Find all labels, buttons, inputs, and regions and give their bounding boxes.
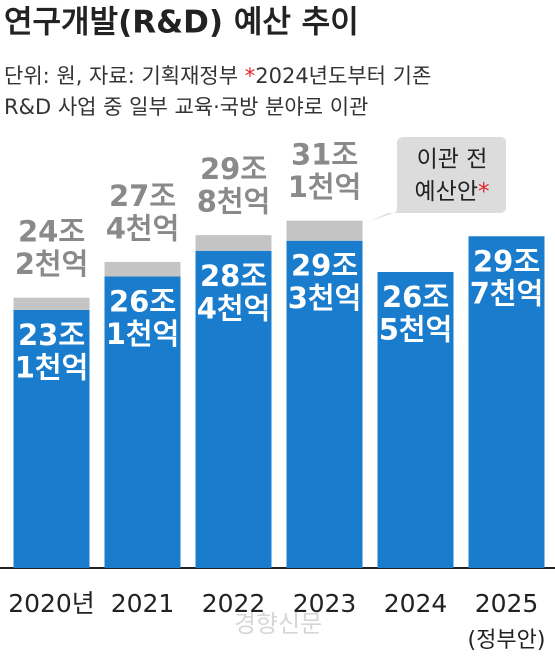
total-label: 29조 8천억 xyxy=(197,152,271,218)
chart-title: 연구개발(R&D) 예산 추이 xyxy=(4,5,359,41)
label-line: 4천억 xyxy=(197,291,271,325)
x-tick-label: 2020년 xyxy=(8,589,95,618)
bar xyxy=(286,220,363,241)
label-line: 29조 xyxy=(291,249,358,283)
label-line: 3천억 xyxy=(288,281,362,315)
callout-text: 예산안* xyxy=(415,179,490,205)
total-label: 24조 2천억 xyxy=(15,215,89,281)
label-line: 8천억 xyxy=(197,185,271,219)
callout-mark: * xyxy=(478,179,490,205)
bar xyxy=(195,235,272,251)
x-tick-label: 2025 xyxy=(475,589,539,618)
value-label: 26조 1천억 xyxy=(106,284,180,350)
label-line: 28조 xyxy=(200,259,267,293)
subtitle-part: 단위: 원, 자료: 기획재정부 xyxy=(4,64,245,88)
label-line: 1천억 xyxy=(106,317,180,351)
callout-box xyxy=(368,137,506,222)
x-tick-label: 2024 xyxy=(384,589,448,618)
bar xyxy=(13,309,90,568)
x-tick-label: 2021 xyxy=(111,589,175,618)
bar xyxy=(286,240,363,568)
note-mark: * xyxy=(245,64,256,88)
bar xyxy=(13,297,90,310)
bar xyxy=(377,271,454,568)
label-line: 5천억 xyxy=(379,312,453,346)
value-label: 23조 1천억 xyxy=(15,318,89,384)
bar xyxy=(104,261,181,277)
bar xyxy=(468,236,545,568)
label-line: 31조 xyxy=(291,138,358,172)
label-line: 27조 xyxy=(109,179,176,213)
x-tick-label: 2022 xyxy=(202,589,266,618)
value-label: 29조 7천억 xyxy=(470,244,544,310)
bar xyxy=(195,250,272,568)
label-line: 29조 xyxy=(473,244,540,278)
label-line: 1천억 xyxy=(288,170,362,204)
label-line: 1천억 xyxy=(15,350,89,384)
label-line: 26조 xyxy=(382,280,449,314)
value-label: 29조 3천억 xyxy=(288,249,362,315)
total-label: 31조 1천억 xyxy=(288,138,362,204)
bar xyxy=(104,276,181,568)
value-label: 28조 4천억 xyxy=(197,259,271,325)
label-line: 23조 xyxy=(18,318,85,352)
label-line: 24조 xyxy=(18,215,85,249)
subtitle-part: 2024년도부터 기존 xyxy=(255,64,431,88)
label-line: 26조 xyxy=(109,284,176,318)
value-label: 26조 5천억 xyxy=(379,280,453,346)
total-label: 27조 4천억 xyxy=(106,179,180,245)
label-line: 7천억 xyxy=(470,277,544,311)
callout-line: 예산안 xyxy=(415,179,478,205)
x-tick-sublabel: (정부안) xyxy=(468,628,546,653)
subtitle: 단위: 원, 자료: 기획재정부 *2024년도부터 기존 xyxy=(4,64,431,88)
label-line: 29조 xyxy=(200,152,267,186)
watermark: 경향신문 xyxy=(234,610,322,638)
callout-text: 이관 전 xyxy=(417,147,488,173)
x-tick-label: 2023 xyxy=(293,589,357,618)
label-line: 4천억 xyxy=(106,211,180,245)
subtitle: R&D 사업 중 일부 교육·국방 분야로 이관 xyxy=(4,95,368,119)
label-line: 2천억 xyxy=(15,247,89,281)
